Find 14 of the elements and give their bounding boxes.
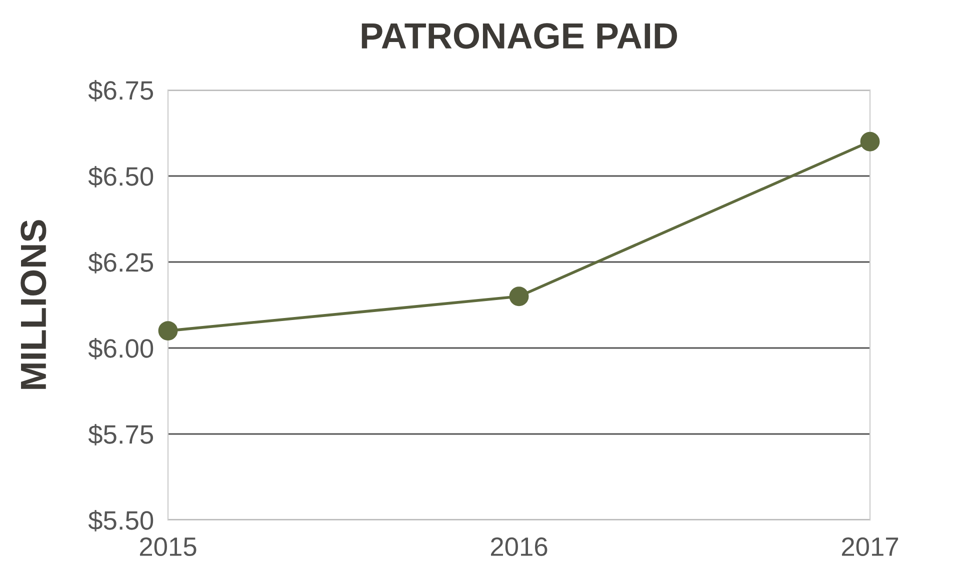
x-tick-label: 2017: [842, 537, 898, 556]
point: [509, 286, 529, 306]
x-tick-label: 2015: [140, 537, 196, 556]
point: [158, 321, 178, 341]
x-tick-label: 2016: [490, 537, 548, 556]
chart-title: PATRONAGE PAID: [362, 23, 677, 49]
y-tick-label: $6.75: [88, 80, 154, 102]
y-tick-label: $5.75: [88, 424, 154, 446]
y-tick-label: $6.50: [88, 166, 154, 188]
point: [860, 132, 880, 152]
y-tick-label: $5.50: [88, 510, 154, 532]
y-tick-label: $6.25: [88, 252, 154, 274]
y-tick-label: $6.00: [88, 338, 154, 360]
y-axis-title: MILLIONS: [20, 220, 46, 389]
